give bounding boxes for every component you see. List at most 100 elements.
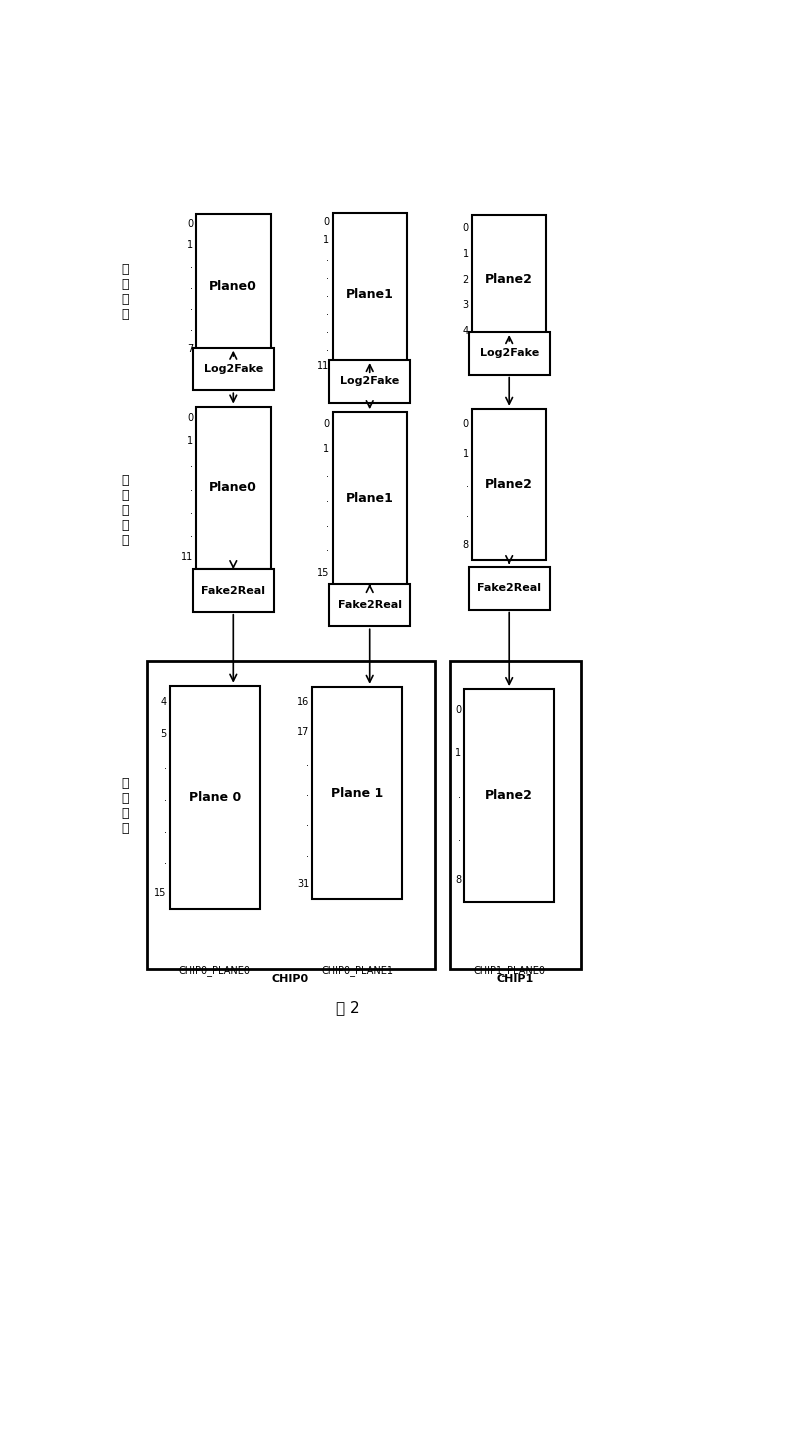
Text: .: . bbox=[326, 289, 330, 299]
Text: Plane2: Plane2 bbox=[486, 478, 533, 491]
Text: .: . bbox=[466, 479, 469, 490]
Text: Log2Fake: Log2Fake bbox=[204, 365, 263, 373]
Bar bbox=[146, 661, 435, 969]
Text: .: . bbox=[190, 459, 193, 469]
Bar bbox=[312, 687, 402, 899]
Text: 15: 15 bbox=[154, 888, 166, 898]
Text: Fake2Real: Fake2Real bbox=[477, 583, 542, 593]
Text: 0: 0 bbox=[187, 219, 193, 230]
Text: .: . bbox=[326, 253, 330, 263]
Text: Plane0: Plane0 bbox=[210, 481, 258, 494]
Bar bbox=[330, 584, 410, 626]
Text: 0: 0 bbox=[462, 418, 469, 429]
Bar bbox=[450, 661, 581, 969]
Text: CHIP0_PLANE1: CHIP0_PLANE1 bbox=[322, 965, 394, 976]
Text: .: . bbox=[164, 760, 166, 770]
Text: 16: 16 bbox=[297, 697, 310, 708]
Text: 0: 0 bbox=[455, 705, 461, 715]
Text: 1: 1 bbox=[187, 436, 193, 446]
Text: 17: 17 bbox=[297, 728, 310, 737]
Bar bbox=[196, 407, 270, 568]
Bar bbox=[193, 347, 274, 391]
Text: Plane 0: Plane 0 bbox=[189, 790, 241, 804]
Text: .: . bbox=[466, 510, 469, 520]
Text: 8: 8 bbox=[462, 539, 469, 549]
Text: 1: 1 bbox=[462, 248, 469, 259]
Text: Plane0: Plane0 bbox=[210, 280, 258, 292]
Text: 11: 11 bbox=[317, 362, 330, 371]
Text: Fake2Real: Fake2Real bbox=[202, 586, 266, 596]
Text: 0: 0 bbox=[187, 413, 193, 423]
Text: Plane1: Plane1 bbox=[346, 288, 394, 301]
Bar bbox=[472, 408, 546, 559]
Text: .: . bbox=[458, 790, 461, 801]
Text: .: . bbox=[190, 323, 193, 333]
Text: .: . bbox=[190, 260, 193, 270]
Text: Plane1: Plane1 bbox=[346, 493, 394, 506]
Text: .: . bbox=[326, 343, 330, 353]
Bar bbox=[333, 214, 407, 375]
Text: 1: 1 bbox=[323, 235, 330, 246]
Text: .: . bbox=[190, 282, 193, 291]
Text: .: . bbox=[306, 757, 310, 767]
Text: 4: 4 bbox=[161, 696, 166, 706]
Text: 7: 7 bbox=[186, 343, 193, 353]
Text: .: . bbox=[190, 482, 193, 493]
Text: .: . bbox=[326, 543, 330, 554]
Text: 8: 8 bbox=[455, 875, 461, 885]
Text: .: . bbox=[164, 792, 166, 802]
Text: 0: 0 bbox=[323, 216, 330, 227]
Text: Plane2: Plane2 bbox=[486, 789, 533, 802]
Bar bbox=[472, 215, 546, 344]
Text: .: . bbox=[326, 272, 330, 280]
Bar bbox=[170, 686, 260, 910]
Bar bbox=[196, 214, 270, 359]
Text: .: . bbox=[190, 302, 193, 312]
Text: 伪
物
理
块
号: 伪 物 理 块 号 bbox=[121, 474, 129, 546]
Bar bbox=[333, 413, 407, 586]
Bar bbox=[469, 333, 550, 375]
Text: Plane2: Plane2 bbox=[486, 273, 533, 286]
Text: Plane 1: Plane 1 bbox=[331, 786, 383, 799]
Text: .: . bbox=[326, 325, 330, 336]
Text: CHIP0_PLANE0: CHIP0_PLANE0 bbox=[178, 965, 250, 976]
Text: Fake2Real: Fake2Real bbox=[338, 600, 402, 610]
Text: 0: 0 bbox=[323, 420, 330, 430]
Text: .: . bbox=[306, 788, 310, 798]
Text: CHIP1: CHIP1 bbox=[497, 975, 534, 984]
Text: .: . bbox=[326, 307, 330, 317]
Bar bbox=[193, 570, 274, 612]
Text: 11: 11 bbox=[181, 552, 193, 562]
Text: .: . bbox=[306, 849, 310, 859]
Text: .: . bbox=[164, 824, 166, 834]
Text: .: . bbox=[306, 818, 310, 828]
Text: 1: 1 bbox=[455, 748, 461, 758]
Text: .: . bbox=[326, 519, 330, 529]
Text: 1: 1 bbox=[187, 240, 193, 250]
Bar bbox=[464, 689, 554, 901]
Text: 0: 0 bbox=[462, 224, 469, 232]
Text: 31: 31 bbox=[297, 879, 310, 889]
Text: 物
理
块
号: 物 理 块 号 bbox=[121, 777, 129, 835]
Text: .: . bbox=[164, 856, 166, 866]
Text: 逻
辑
块
号: 逻 辑 块 号 bbox=[121, 263, 129, 321]
Text: 4: 4 bbox=[462, 325, 469, 336]
Text: 15: 15 bbox=[317, 568, 330, 578]
Text: .: . bbox=[326, 469, 330, 479]
Text: 1: 1 bbox=[323, 445, 330, 455]
Text: .: . bbox=[458, 833, 461, 843]
Text: 2: 2 bbox=[462, 275, 469, 285]
Text: CHIP0: CHIP0 bbox=[272, 975, 309, 984]
Text: Log2Fake: Log2Fake bbox=[479, 349, 539, 359]
Text: Log2Fake: Log2Fake bbox=[340, 376, 399, 386]
Text: 5: 5 bbox=[160, 728, 166, 738]
Text: 1: 1 bbox=[462, 449, 469, 459]
Text: 3: 3 bbox=[462, 301, 469, 311]
Text: 图 2: 图 2 bbox=[336, 1000, 360, 1016]
Text: .: . bbox=[190, 506, 193, 516]
Text: CHIP1_PLANE0: CHIP1_PLANE0 bbox=[474, 965, 546, 976]
Text: .: . bbox=[326, 494, 330, 504]
Bar bbox=[469, 567, 550, 610]
Bar bbox=[330, 360, 410, 402]
Text: .: . bbox=[190, 529, 193, 539]
